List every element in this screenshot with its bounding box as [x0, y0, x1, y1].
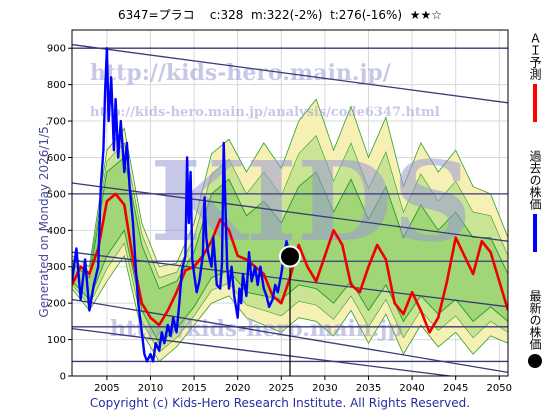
- legend-past: 過去の株価: [528, 150, 542, 252]
- x-tick-label: 2020: [225, 383, 250, 394]
- stock-code-name: 6347=プラコ: [117, 8, 195, 22]
- legend-ai-swatch: [533, 84, 537, 122]
- legend-latest-label: 最新の株価: [528, 290, 542, 350]
- series-past-price: [72, 47, 292, 363]
- legend-ai: ＡＩ予測: [528, 32, 542, 122]
- generated-date: Generated on Monday 2026/1/5.: [37, 122, 51, 318]
- y-tick-label: 300: [47, 262, 66, 273]
- x-tick-label: 2030: [312, 383, 337, 394]
- legend-past-swatch: [533, 214, 537, 252]
- x-tick-label: 2050: [487, 383, 512, 394]
- latest-price-marker: [279, 245, 301, 376]
- m-value: m:322(-2%): [251, 8, 323, 22]
- x-tick-label: 2015: [181, 383, 206, 394]
- x-tick-label: 2040: [399, 383, 424, 394]
- y-tick-label: 500: [47, 189, 66, 200]
- x-tick-label: 2010: [138, 383, 163, 394]
- y-tick-label: 0: [60, 372, 66, 383]
- chart-title: 6347=プラコ c:328 m:322(-2%) t:276(-16%) ★★…: [0, 6, 560, 23]
- band-edge: [72, 98, 508, 268]
- watermark-url-bottom: http://kids-hero.main.jp: [110, 316, 403, 342]
- y-tick-label: 200: [47, 299, 66, 310]
- x-tick-label: 2035: [356, 383, 381, 394]
- x-tick-label: 2045: [443, 383, 468, 394]
- t-value: t:276(-16%): [330, 8, 403, 22]
- watermark-url-analysis: http://kids-hero.main.jp/analysis/code63…: [90, 105, 440, 120]
- x-axis: 2005 2010 2015 2020 2025 2030 2035 2040 2045 2050: [94, 376, 512, 394]
- legend-latest: 最新の株価: [528, 290, 542, 368]
- current-price: c:328: [209, 8, 244, 22]
- watermark-big: KIDS: [150, 137, 472, 266]
- y-tick-label: 100: [47, 335, 66, 346]
- legend-latest-dot: [528, 354, 542, 368]
- y-axis: 0 100 200 300 400 500 600 700 800 900: [47, 44, 72, 383]
- y-tick-label: 600: [47, 153, 66, 164]
- x-tick-label: 2005: [94, 383, 119, 394]
- y-tick-label: 700: [47, 117, 66, 128]
- band-edge: [72, 156, 508, 290]
- y-tick-label: 800: [47, 80, 66, 91]
- plot-frame: [71, 29, 509, 377]
- trend-line: [72, 43, 508, 104]
- legend-past-label: 過去の株価: [528, 150, 542, 210]
- rating-stars: ★★☆: [409, 8, 443, 22]
- x-tick-label: 2025: [269, 383, 294, 394]
- trend-line: [72, 182, 508, 242]
- legend-ai-label: ＡＩ予測: [528, 32, 542, 80]
- watermark-url-main: http://kids-hero.main.jp/: [90, 60, 392, 86]
- latest-price-point: [279, 245, 301, 268]
- y-tick-label: 900: [47, 44, 66, 55]
- y-tick-label: 400: [47, 226, 66, 237]
- copyright: Copyright (c) Kids-Hero Research Institu…: [89, 396, 471, 410]
